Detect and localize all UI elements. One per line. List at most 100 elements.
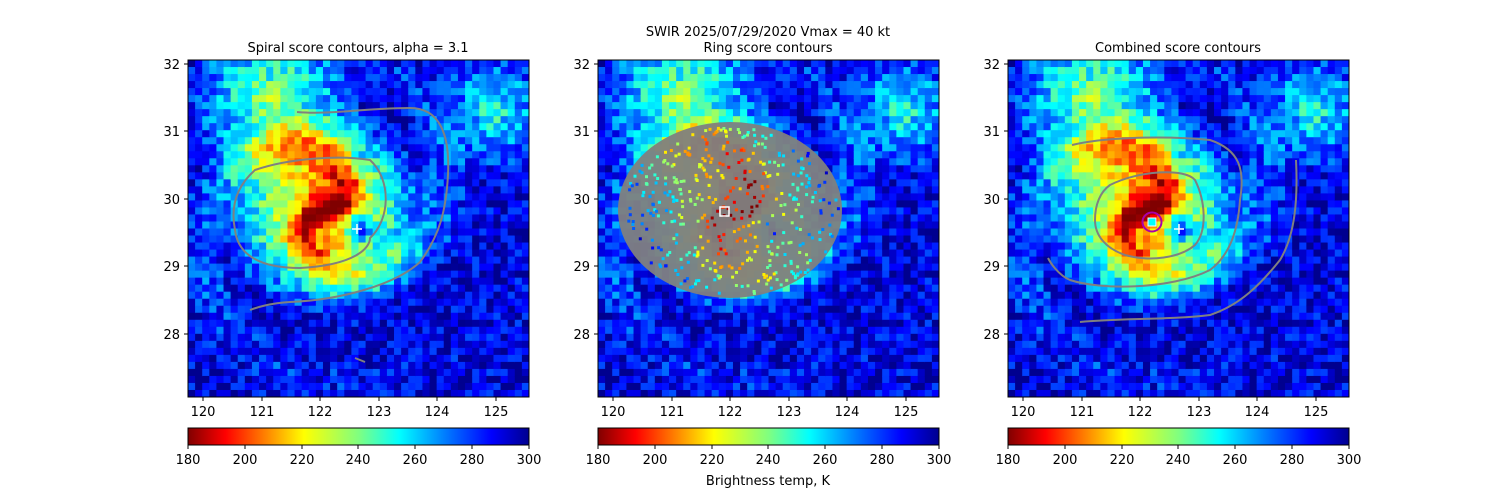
heatmap-cell	[867, 256, 876, 265]
heatmap-cell	[931, 389, 939, 397]
heatmap-cell	[493, 326, 502, 335]
colorbar-tick-label: 300	[517, 453, 542, 468]
heatmap-cell	[768, 340, 777, 349]
heatmap-cell	[732, 368, 741, 377]
ring-speckle	[796, 272, 800, 276]
heatmap-cell	[422, 270, 431, 279]
heatmap-cell	[775, 319, 784, 328]
heatmap-cell	[465, 228, 473, 237]
heatmap-cell	[647, 116, 656, 124]
heatmap-cell	[308, 326, 317, 335]
heatmap-cell	[465, 235, 473, 244]
heatmap-cell	[882, 186, 890, 194]
heatmap-cell	[704, 375, 713, 384]
heatmap-cell	[372, 263, 381, 272]
ring-speckle	[649, 211, 653, 215]
heatmap-cell	[337, 95, 345, 103]
heatmap-cell	[280, 151, 289, 159]
heatmap-cell	[875, 333, 883, 342]
heatmap-cell	[472, 347, 480, 356]
heatmap-cell	[931, 242, 939, 251]
heatmap-cell	[903, 298, 912, 307]
heatmap-cell	[237, 130, 246, 138]
heatmap-cell	[259, 305, 267, 314]
heatmap-cell	[344, 81, 352, 89]
heatmap-cell	[457, 305, 466, 314]
heatmap-cell	[450, 277, 459, 286]
heatmap-cell	[351, 298, 360, 307]
heatmap-cell	[465, 207, 473, 216]
heatmap-cell	[917, 109, 926, 117]
axes-frame	[187, 59, 530, 398]
heatmap-cell	[259, 256, 267, 265]
heatmap-cell	[725, 102, 734, 110]
heatmap-cell	[358, 221, 367, 230]
heatmap-cell	[910, 305, 919, 314]
heatmap-cell	[394, 375, 402, 384]
heatmap-cell	[661, 368, 670, 377]
heatmap-cell	[273, 179, 281, 187]
heatmap-cell	[931, 137, 939, 145]
heatmap-cell	[479, 277, 487, 286]
heatmap-cell	[259, 179, 267, 187]
heatmap-cell	[436, 60, 445, 68]
heatmap-cell	[358, 179, 367, 187]
heatmap-cell	[683, 81, 691, 89]
heatmap-cell	[415, 319, 424, 328]
heatmap-cell	[429, 298, 438, 307]
heatmap-cell	[408, 270, 416, 279]
heatmap-cell	[514, 214, 523, 223]
heatmap-cell	[216, 60, 225, 68]
heatmap-cell	[372, 165, 381, 173]
heatmap-cell	[683, 88, 691, 96]
heatmap-cell	[605, 228, 613, 237]
heatmap-cell	[804, 137, 812, 145]
heatmap-cell	[924, 137, 933, 145]
heatmap-cell	[443, 298, 452, 307]
heatmap-cell	[251, 109, 260, 117]
heatmap-cell	[429, 179, 438, 187]
heatmap-cell	[408, 207, 416, 216]
heatmap-cell	[436, 235, 445, 244]
heatmap-cell	[308, 60, 317, 68]
heatmap-cell	[924, 291, 933, 300]
heatmap-cell	[740, 375, 748, 384]
heatmap-cell	[188, 249, 196, 258]
heatmap-cell	[683, 74, 691, 82]
heatmap-cell	[322, 361, 331, 370]
heatmap-cell	[725, 60, 734, 68]
heatmap-cell	[747, 312, 755, 321]
ring-speckle	[749, 183, 753, 187]
heatmap-cell	[358, 319, 367, 328]
heatmap-cell	[690, 319, 699, 328]
heatmap-cell	[917, 74, 926, 82]
heatmap-cell	[429, 172, 438, 180]
heatmap-cell	[301, 137, 310, 145]
heatmap-cell	[640, 123, 649, 131]
heatmap-cell	[244, 102, 253, 110]
heatmap-cell	[394, 74, 402, 82]
heatmap-cell	[216, 291, 225, 300]
heatmap-cell	[633, 137, 642, 145]
heatmap-cell	[882, 256, 890, 265]
ring-speckle	[693, 246, 697, 250]
heatmap-cell	[422, 354, 431, 363]
heatmap-cell	[619, 326, 628, 335]
heatmap-cell	[294, 326, 303, 335]
spiral-contour	[249, 106, 450, 311]
heatmap-cell	[287, 221, 296, 230]
heatmap-cell	[230, 179, 239, 187]
heatmap-cell	[853, 235, 862, 244]
heatmap-cell	[337, 81, 345, 89]
heatmap-cell	[365, 165, 374, 173]
heatmap-cell	[598, 340, 606, 349]
heatmap-cell	[202, 137, 210, 145]
heatmap-cell	[216, 375, 225, 384]
heatmap-cell	[889, 67, 897, 75]
heatmap-cell	[457, 249, 466, 258]
heatmap-cell	[654, 389, 663, 397]
heatmap-cell	[202, 284, 210, 293]
heatmap-cell	[273, 158, 281, 166]
heatmap-cell	[251, 123, 260, 131]
heatmap-cell	[740, 389, 748, 397]
